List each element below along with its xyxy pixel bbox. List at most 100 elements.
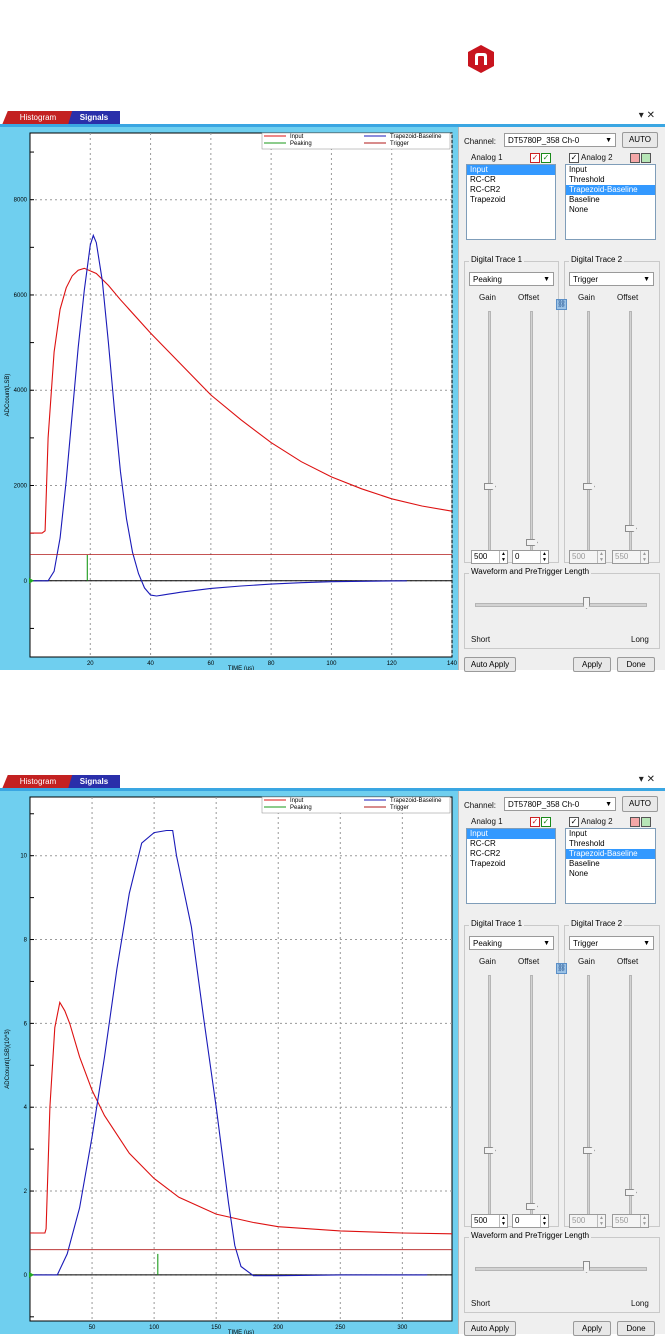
- gain2-slider[interactable]: [587, 975, 590, 1217]
- analog2-option[interactable]: Baseline: [569, 195, 600, 204]
- analog2-option[interactable]: Input: [569, 165, 587, 174]
- digital-trace2-select[interactable]: Trigger ▼: [569, 936, 654, 950]
- long-label: Long: [631, 635, 649, 644]
- x-tick-label: 50: [89, 1325, 96, 1331]
- offset2-slider-thumb[interactable]: [625, 525, 637, 532]
- offset1-spinbox[interactable]: 0 ▲ ▼: [512, 550, 549, 564]
- waveform-slider[interactable]: [475, 603, 647, 607]
- close-icon[interactable]: ✕: [646, 110, 655, 121]
- analog1-option[interactable]: Input: [467, 829, 555, 839]
- tab-histogram[interactable]: Histogram: [2, 111, 74, 125]
- waveform-slider-thumb[interactable]: [583, 1261, 590, 1273]
- offset2-slider-thumb[interactable]: [625, 1189, 637, 1196]
- analog2-option[interactable]: Baseline: [569, 859, 600, 868]
- analog2-option[interactable]: Threshold: [569, 839, 605, 848]
- digital-trace1-select[interactable]: Peaking ▼: [469, 936, 554, 950]
- spin-arrows-icon[interactable]: ▲ ▼: [499, 551, 507, 563]
- close-icon[interactable]: ✕: [646, 774, 655, 785]
- digital-trace1-value: Peaking: [473, 939, 502, 948]
- auto-button[interactable]: AUTO: [622, 796, 658, 812]
- analog1-option[interactable]: Trapezoid: [470, 859, 506, 868]
- analog1-option[interactable]: Input: [467, 165, 555, 175]
- analog2-checkbox[interactable]: ✓: [569, 153, 579, 163]
- analog2-option[interactable]: Trapezoid-Baseline: [566, 849, 655, 859]
- gain1-spinbox[interactable]: 500 ▲ ▼: [471, 550, 508, 564]
- spin-arrows-icon[interactable]: ▲ ▼: [597, 551, 605, 563]
- analog1-green-checkbox[interactable]: ✓: [541, 153, 551, 163]
- gain1-spinbox[interactable]: 500 ▲ ▼: [471, 1214, 508, 1228]
- analog1-option[interactable]: Trapezoid: [470, 195, 506, 204]
- gain1-slider-thumb[interactable]: [484, 1147, 496, 1154]
- analog1-red-checkbox[interactable]: ✓: [530, 153, 540, 163]
- waveform-slider-thumb[interactable]: [583, 597, 590, 609]
- tab-histogram[interactable]: Histogram: [2, 775, 74, 789]
- analog1-option[interactable]: RC-CR: [470, 839, 496, 848]
- offset1-slider[interactable]: [530, 975, 533, 1217]
- pin-dropdown-icon[interactable]: ▾: [638, 774, 644, 785]
- tab-signals[interactable]: Signals: [68, 111, 120, 125]
- chevron-down-icon: ▼: [543, 940, 550, 947]
- channel-select[interactable]: DT5780P_358 Ch-0 ▼: [504, 797, 616, 811]
- gain2-spinbox[interactable]: 500 ▲ ▼: [569, 550, 606, 564]
- digital-trace1-group: [464, 261, 559, 563]
- offset2-spinbox[interactable]: 550 ▲ ▼: [612, 550, 649, 564]
- done-button[interactable]: Done: [617, 1321, 655, 1336]
- gain1-slider[interactable]: [488, 975, 491, 1217]
- analog1-option[interactable]: RC-CR2: [470, 849, 501, 858]
- analog2-option[interactable]: None: [569, 869, 589, 878]
- analog2-red-swatch[interactable]: [630, 153, 640, 163]
- auto-apply-button[interactable]: Auto Apply: [464, 1321, 516, 1336]
- pin-dropdown-icon[interactable]: ▾: [638, 110, 644, 121]
- offset1-slider[interactable]: [530, 311, 533, 553]
- gain2-spinbox[interactable]: 500 ▲ ▼: [569, 1214, 606, 1228]
- analog2-red-swatch[interactable]: [630, 817, 640, 827]
- spin-arrows-icon[interactable]: ▲ ▼: [540, 1215, 548, 1227]
- analog1-listbox[interactable]: Input RC-CR RC-CR2 Trapezoid: [466, 828, 556, 904]
- analog2-listbox[interactable]: Input Threshold Trapezoid-Baseline Baseline…: [565, 828, 656, 904]
- done-button[interactable]: Done: [617, 657, 655, 672]
- link-icon[interactable]: ⛓: [556, 299, 567, 310]
- spin-arrows-icon[interactable]: ▲ ▼: [597, 1215, 605, 1227]
- analog2-option[interactable]: Threshold: [569, 175, 605, 184]
- spin-arrows-icon[interactable]: ▲ ▼: [640, 551, 648, 563]
- channel-select[interactable]: DT5780P_358 Ch-0 ▼: [504, 133, 616, 147]
- offset1-slider-thumb[interactable]: [526, 539, 538, 546]
- offset2-slider[interactable]: [629, 311, 632, 553]
- analog2-checkbox[interactable]: ✓: [569, 817, 579, 827]
- digital-trace2-select[interactable]: Trigger ▼: [569, 272, 654, 286]
- legend-label: Trapezoid-Baseline: [390, 134, 442, 140]
- gain1-slider[interactable]: [488, 311, 491, 553]
- offset2-slider[interactable]: [629, 975, 632, 1217]
- auto-apply-button[interactable]: Auto Apply: [464, 657, 516, 672]
- tab-signals[interactable]: Signals: [68, 775, 120, 789]
- analog2-green-swatch[interactable]: [641, 817, 651, 827]
- analog2-green-swatch[interactable]: [641, 153, 651, 163]
- gain2-slider-thumb[interactable]: [583, 1147, 595, 1154]
- spin-arrows-icon[interactable]: ▲ ▼: [640, 1215, 648, 1227]
- apply-button[interactable]: Apply: [573, 1321, 611, 1336]
- gain2-slider-thumb[interactable]: [583, 483, 595, 490]
- auto-button[interactable]: AUTO: [622, 132, 658, 148]
- analog2-option[interactable]: Trapezoid-Baseline: [566, 185, 655, 195]
- link-icon[interactable]: ⛓: [556, 963, 567, 974]
- offset1-spinbox[interactable]: 0 ▲ ▼: [512, 1214, 549, 1228]
- spin-arrows-icon[interactable]: ▲ ▼: [499, 1215, 507, 1227]
- analog2-option[interactable]: Input: [569, 829, 587, 838]
- x-tick-label: 100: [326, 661, 337, 667]
- apply-button[interactable]: Apply: [573, 657, 611, 672]
- channel-value: DT5780P_358 Ch-0: [508, 800, 580, 809]
- analog1-green-checkbox[interactable]: ✓: [541, 817, 551, 827]
- gain1-slider-thumb[interactable]: [484, 483, 496, 490]
- analog1-option[interactable]: RC-CR2: [470, 185, 501, 194]
- offset1-slider-thumb[interactable]: [526, 1203, 538, 1210]
- gain2-slider[interactable]: [587, 311, 590, 553]
- analog1-option[interactable]: RC-CR: [470, 175, 496, 184]
- offset2-spinbox[interactable]: 550 ▲ ▼: [612, 1214, 649, 1228]
- digital-trace1-select[interactable]: Peaking ▼: [469, 272, 554, 286]
- analog1-red-checkbox[interactable]: ✓: [530, 817, 540, 827]
- waveform-slider[interactable]: [475, 1267, 647, 1271]
- spin-arrows-icon[interactable]: ▲ ▼: [540, 551, 548, 563]
- analog1-listbox[interactable]: Input RC-CR RC-CR2 Trapezoid: [466, 164, 556, 240]
- analog2-option[interactable]: None: [569, 205, 589, 214]
- analog2-listbox[interactable]: Input Threshold Trapezoid-Baseline Baseline…: [565, 164, 656, 240]
